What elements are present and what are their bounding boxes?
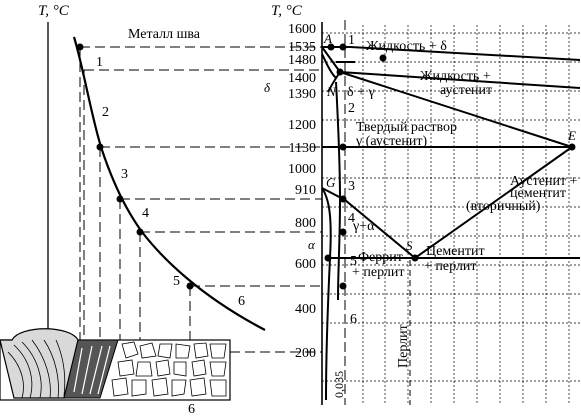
diagram-markers (324, 43, 576, 290)
zone-6: 6 (350, 312, 357, 327)
left-axis-label: T, °C (38, 3, 70, 19)
curve-point-5: 5 (173, 274, 180, 289)
region-cementite-pearlite-line1: Цементит (426, 244, 485, 259)
tick-1400: 1400 (288, 71, 316, 86)
tick-1000: 1000 (288, 162, 316, 177)
tick-1535: 1535 (288, 40, 316, 55)
zone-4: 4 (348, 211, 355, 226)
curve-point-2: 2 (102, 105, 109, 120)
right-axis-label: T, °C (271, 3, 303, 19)
thermal-curve (72, 36, 266, 331)
carbon-content-mark: 0,035 (332, 371, 346, 398)
curve-point-6: 6 (238, 294, 245, 309)
zone-1: 1 (348, 33, 355, 48)
zone-5: 5 (350, 254, 357, 269)
tick-800: 800 (295, 216, 316, 231)
curve-point-4: 4 (142, 206, 149, 221)
zone-2: 2 (348, 101, 355, 116)
tick-910: 910 (295, 183, 316, 198)
point-G: G (326, 175, 336, 190)
point-A: A (323, 31, 332, 46)
tick-1200: 1200 (288, 118, 316, 133)
region-gamma-alpha: γ+α (352, 219, 375, 234)
region-ferrite-pearlite-line1: Феррит (358, 250, 403, 265)
tick-400: 400 (295, 302, 316, 317)
point-E: E (567, 128, 576, 143)
weld-cross-section (0, 328, 231, 401)
region-liquid-austenite-line2: аустенит (440, 83, 492, 98)
tick-1480: 1480 (288, 53, 316, 68)
region-pearlite: Перлит (396, 324, 411, 368)
left-panel: T, °C Металл шва (0, 3, 322, 416)
region-liquid-austenite-line1: Жидкость + (420, 69, 491, 84)
region-austenite-cementite-line3: (вторичный) (466, 199, 541, 214)
zone-3: 3 (348, 179, 355, 194)
region-delta-gamma: δ + γ (347, 85, 375, 100)
region-austenite-cementite-line1: Аустенит + (510, 174, 578, 189)
region-ferrite-pearlite-line2: + перлит (352, 265, 405, 280)
alpha-symbol: α (308, 237, 316, 252)
region-austenite-cementite-line2: цементит (510, 186, 566, 201)
curve-point-1: 1 (96, 55, 103, 70)
curve-markers (76, 43, 194, 290)
tick-1130: 1130 (289, 141, 316, 156)
right-panel: T, °C 1600 1535 1480 1400 1390 1200 1130… (264, 3, 581, 405)
region-cementite-pearlite-line2: + перлит (424, 259, 477, 274)
tick-1390: 1390 (288, 87, 316, 102)
bottom-zone-6-label: 6 (188, 402, 195, 416)
weld-metal-title: Металл шва (128, 27, 201, 42)
curve-point-3: 3 (121, 167, 128, 182)
point-S: S (406, 238, 413, 253)
horizontal-guides (80, 46, 322, 353)
tick-200: 200 (295, 346, 316, 361)
point-N: N (326, 84, 337, 99)
region-solid-solution-line2: γ (аустенит) (355, 134, 428, 149)
vertical-guides (79, 47, 191, 340)
region-liquid-delta: Жидкость + δ (366, 39, 447, 54)
delta-symbol: δ (264, 80, 271, 95)
tick-600: 600 (295, 257, 316, 272)
temperature-ticks: 1600 1535 1480 1400 1390 1200 1130 1000 … (288, 22, 316, 361)
tick-1600: 1600 (288, 22, 316, 37)
diagram-grid (322, 25, 580, 405)
region-solid-solution-line1: Твердый раствор (356, 120, 457, 135)
